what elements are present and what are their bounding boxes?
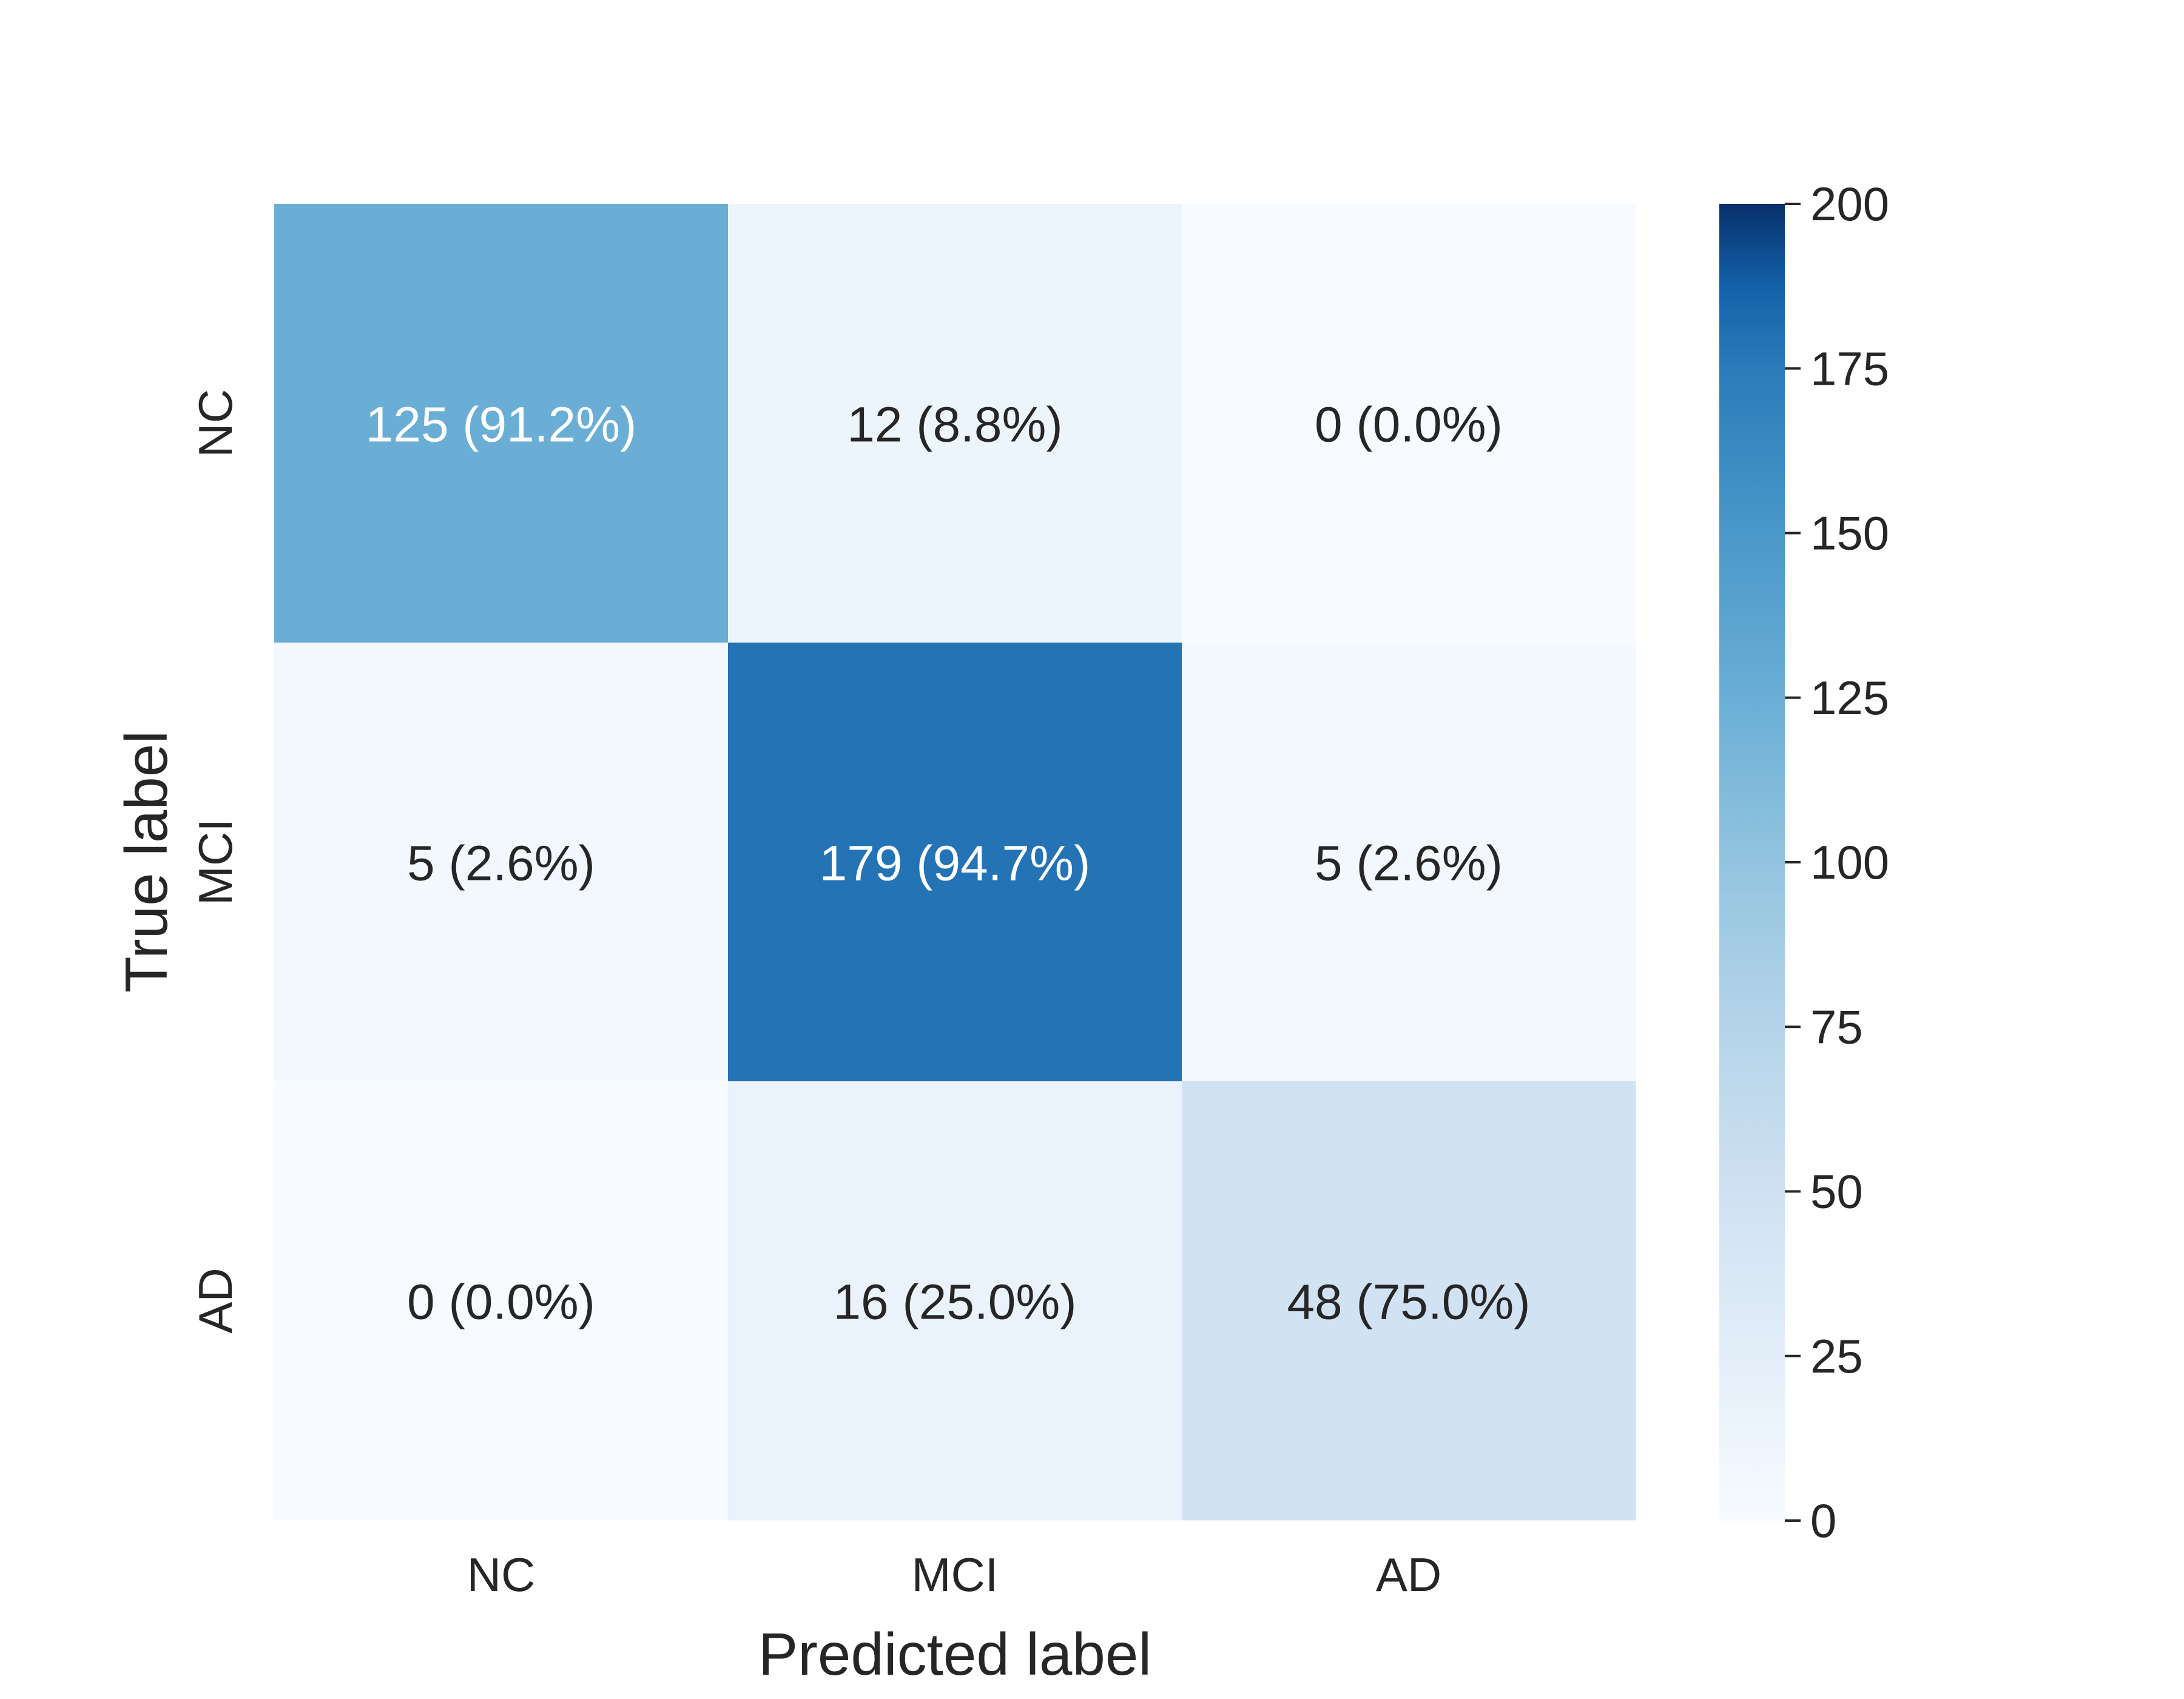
heatmap-cell-mci-ad bbox=[1182, 643, 1636, 1082]
y-tick-label: NC bbox=[189, 389, 242, 458]
cell-value-label: 48 (75.0%) bbox=[1287, 1275, 1530, 1330]
colorbar-ticks: 0 25 50 75 100 125 150 175 200 bbox=[1785, 177, 1889, 1547]
y-tick-label: MCI bbox=[189, 819, 242, 905]
heatmap-cells bbox=[274, 204, 1636, 1521]
cell-value-label: 12 (8.8%) bbox=[847, 397, 1063, 453]
cell-value-label: 16 (25.0%) bbox=[833, 1275, 1076, 1330]
x-tick-label: MCI bbox=[912, 1548, 999, 1601]
cell-value-label: 0 (0.0%) bbox=[1315, 397, 1503, 453]
heatmap-cell-labels: 125 (91.2%) 12 (8.8%) 0 (0.0%) 5 (2.6%) 179 … bbox=[366, 397, 1531, 1330]
heatmap-cell-ad-nc bbox=[274, 1081, 729, 1521]
x-tick-label: NC bbox=[467, 1548, 536, 1601]
x-axis-label: Predicted label bbox=[758, 1621, 1151, 1687]
cell-value-label: 5 (2.6%) bbox=[1315, 836, 1503, 891]
y-axis-tick-labels: NC MCI AD bbox=[189, 389, 242, 1334]
x-tick-label: AD bbox=[1376, 1548, 1441, 1601]
colorbar-tick-label: 175 bbox=[1810, 342, 1889, 395]
heatmap-cell-mci-nc bbox=[274, 643, 729, 1082]
heatmap-cell-ad-ad bbox=[1182, 1081, 1636, 1521]
cell-value-label: 0 (0.0%) bbox=[407, 1275, 595, 1330]
heatmap-cell-mci-mci bbox=[728, 643, 1182, 1082]
x-axis-tick-labels: NC MCI AD bbox=[467, 1548, 1442, 1601]
colorbar-tick-label: 50 bbox=[1810, 1165, 1863, 1218]
cell-value-label: 179 (94.7%) bbox=[820, 836, 1091, 891]
y-tick-label: AD bbox=[189, 1268, 242, 1333]
cell-value-label: 5 (2.6%) bbox=[407, 836, 595, 891]
colorbar-tick-label: 75 bbox=[1810, 1000, 1863, 1053]
heatmap-cell-nc-nc bbox=[274, 204, 729, 643]
colorbar-tick-label: 25 bbox=[1810, 1329, 1863, 1383]
heatmap-cell-ad-mci bbox=[728, 1081, 1182, 1521]
colorbar-tick-label: 100 bbox=[1810, 836, 1889, 889]
heatmap-cell-nc-mci bbox=[728, 204, 1182, 643]
heatmap-cell-nc-ad bbox=[1182, 204, 1636, 643]
colorbar-tick-label: 150 bbox=[1810, 507, 1889, 560]
colorbar-tick-label: 0 bbox=[1810, 1494, 1836, 1547]
colorbar-tick-label: 125 bbox=[1810, 671, 1889, 725]
colorbar-tick-label: 200 bbox=[1810, 177, 1889, 231]
cell-value-label: 125 (91.2%) bbox=[366, 397, 637, 453]
colorbar bbox=[1719, 204, 1785, 1521]
y-axis-label: True label bbox=[113, 731, 180, 993]
